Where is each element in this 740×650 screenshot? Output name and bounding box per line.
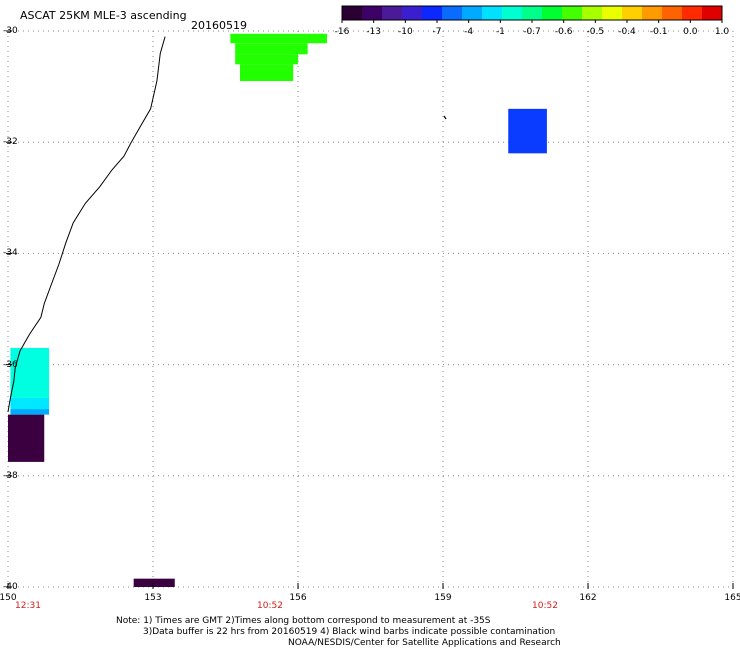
x-tick-label: 162 [579, 593, 597, 603]
data-cell [133, 578, 175, 587]
y-tick-label: -30 [3, 26, 18, 36]
x-tick-label: 159 [434, 593, 452, 603]
data-cell [235, 54, 298, 65]
colorbar-segment [642, 6, 663, 20]
colorbar [341, 5, 723, 23]
colorbar-segment [402, 6, 423, 20]
colorbar-segment [582, 6, 603, 20]
data-cell [10, 409, 50, 415]
pass-time-2: 10:52 [257, 601, 283, 611]
note-line-2: 3)Data buffer is 22 hrs from 20160519 4)… [143, 627, 556, 637]
data-cell [235, 43, 308, 55]
y-tick-label: -32 [3, 137, 18, 148]
colorbar-segment [462, 6, 483, 20]
axis-ticks [6, 30, 734, 589]
colorbar-label: -0.6 [554, 27, 573, 37]
data-cell [508, 108, 547, 154]
y-tick-label: -34 [3, 248, 18, 259]
colorbar-segment [562, 6, 583, 20]
colorbar-segment [342, 6, 363, 20]
gridlines [7, 30, 734, 588]
colorbar-label: -1 [495, 27, 505, 37]
x-tick-label: 153 [144, 593, 162, 603]
colorbar-label: -13 [366, 27, 382, 37]
colorbar-segment [542, 6, 563, 20]
colorbar-label: 0.0 [683, 27, 698, 37]
data-cell [8, 414, 45, 462]
island-mark [443, 115, 447, 120]
colorbar-segment [622, 6, 643, 20]
colorbar-segment [702, 6, 723, 20]
y-tick-label: -38 [3, 470, 18, 481]
data-cell [10, 397, 50, 410]
colorbar-label: -0.1 [649, 27, 668, 37]
colorbar-label: -0.5 [586, 27, 605, 37]
colorbar-label: -7 [432, 27, 442, 37]
pass-time-1: 12:31 [15, 601, 41, 611]
coastline [7, 36, 166, 412]
colorbar-segment [502, 6, 523, 20]
colorbar-label: -0.4 [618, 27, 636, 37]
colorbar-segment [482, 6, 503, 20]
note-line-3: NOAA/NESDIS/Center for Satellite Applica… [288, 638, 561, 648]
map-date: 20160519 [191, 19, 247, 32]
note-line-1: Note: 1) Times are GMT 2)Times along bot… [116, 616, 491, 626]
colorbar-label: 1.0 [714, 27, 730, 37]
y-tick-label: -40 [3, 582, 18, 592]
map-title: ASCAT 25KM MLE-3 ascending [20, 9, 187, 22]
colorbar-label: -16 [334, 27, 350, 37]
colorbar-segment [602, 6, 623, 20]
pass-time-3: 10:52 [532, 601, 558, 611]
colorbar-label: -4 [464, 27, 474, 37]
data-cell [10, 347, 50, 398]
colorbar-segment [362, 6, 383, 20]
x-tick-label: 165 [724, 593, 740, 603]
data-cell [240, 64, 294, 82]
colorbar-label: -0.7 [523, 27, 541, 37]
data-cell [230, 33, 327, 44]
x-tick-label: 156 [289, 593, 307, 603]
colorbar-segment [422, 6, 443, 20]
colorbar-segment [522, 6, 543, 20]
x-tick-label: 150 [0, 593, 17, 603]
colorbar-segment [442, 6, 463, 20]
y-tick-label: -36 [3, 359, 18, 370]
colorbar-label: -10 [397, 27, 413, 37]
colorbar-segment [662, 6, 683, 20]
data-cells [8, 33, 547, 587]
colorbar-segment [382, 6, 403, 20]
colorbar-segment [682, 6, 703, 20]
